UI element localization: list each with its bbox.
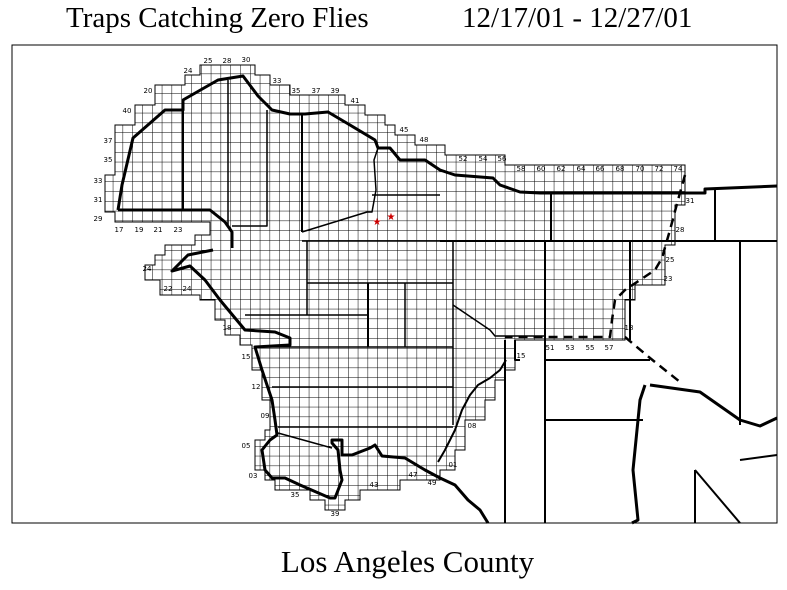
- county-line-dashed: [624, 336, 681, 383]
- grid-label: 28: [223, 57, 232, 65]
- date-range: 12/17/01 - 12/27/01: [462, 2, 693, 34]
- coastline-orange-county: [631, 384, 647, 525]
- grid-label: 40: [123, 107, 132, 115]
- grid-label: 21: [154, 226, 163, 234]
- county-boundary-north: [116, 74, 778, 211]
- grid-label: 58: [517, 165, 526, 173]
- grid-label: 20: [144, 87, 153, 95]
- grid-label: 29: [94, 215, 103, 223]
- grid-label: 39: [331, 87, 340, 95]
- boundary-segment: [694, 469, 741, 524]
- grid-label: 54: [479, 155, 488, 163]
- boundary-segment: [277, 432, 333, 449]
- grid-label: 24: [184, 67, 193, 75]
- grid-label: 18: [625, 324, 634, 332]
- grid-label: 01: [449, 461, 458, 469]
- grid-label: 66: [596, 165, 605, 173]
- grid-label: 28: [676, 226, 685, 234]
- grid-label: 72: [655, 165, 664, 173]
- grid-label: 25: [666, 256, 675, 264]
- grid-label: 60: [537, 165, 546, 173]
- grid-label: 49: [428, 479, 437, 487]
- grid-label: 45: [400, 126, 409, 134]
- grid-label: 33: [273, 77, 282, 85]
- grid-label: 05: [242, 442, 251, 450]
- grid-label: 35: [104, 156, 113, 164]
- grid-label: 18: [223, 324, 232, 332]
- grid-label: 56: [498, 155, 507, 163]
- grid-label: 15: [242, 353, 251, 361]
- grid-label: 70: [636, 165, 645, 173]
- map-title: Traps Catching Zero Flies: [66, 2, 369, 34]
- grid-label: 74: [674, 165, 683, 173]
- grid-label: 43: [370, 481, 379, 489]
- grid-label: 25: [204, 57, 213, 65]
- boundary-segment: [437, 359, 507, 463]
- grid-label: 35: [291, 491, 300, 499]
- grid-label: 33: [94, 177, 103, 185]
- boundary-west: [118, 208, 234, 248]
- coastline-orange-county: [649, 383, 778, 428]
- grid-label: 62: [557, 165, 566, 173]
- grid-label: 15: [517, 352, 526, 360]
- grid-label: 23: [174, 226, 183, 234]
- grid-label: 41: [351, 97, 360, 105]
- boundary-segment: [302, 240, 454, 425]
- grid-label: 47: [409, 471, 418, 479]
- grid-label: 39: [331, 510, 340, 518]
- coastline: [170, 248, 490, 524]
- grid-label: 31: [686, 197, 695, 205]
- grid-label: 12: [252, 383, 261, 391]
- grid-label: 30: [242, 56, 251, 64]
- boundary-segment: [232, 110, 268, 227]
- grid-label: 17: [115, 226, 124, 234]
- grid-labels: 25 28 30 24 20 40 33 35 37 39 41 45 48 5…: [94, 56, 695, 518]
- grid-label: 35: [292, 87, 301, 95]
- grid-label: 48: [420, 136, 429, 144]
- grid-label: 23: [664, 275, 673, 283]
- grid-label: 22: [164, 285, 173, 293]
- grid-label: 52: [459, 155, 468, 163]
- grid-label: 37: [312, 87, 321, 95]
- grid-label: 09: [261, 412, 270, 420]
- red-star-icon: ★: [387, 212, 396, 223]
- grid-label: 68: [616, 165, 625, 173]
- county-name: Los Angeles County: [280, 544, 535, 579]
- county-line-dashed: [505, 174, 687, 339]
- trap-markers: ★ ★: [373, 212, 396, 228]
- grid-label: 19: [135, 226, 144, 234]
- grid-label: 37: [104, 137, 113, 145]
- grid-label: 08: [468, 422, 477, 430]
- grid-label: 57: [605, 344, 614, 352]
- boundary-segment: [301, 147, 379, 233]
- boundaries: [116, 74, 778, 525]
- grid-label: 31: [94, 196, 103, 204]
- grid-label: 24: [143, 265, 152, 273]
- grid-label: 51: [546, 344, 555, 352]
- grid-label: 64: [577, 165, 586, 173]
- grid-label: 53: [566, 344, 575, 352]
- boundary-segment: [739, 454, 778, 461]
- grid-label: 24: [183, 285, 192, 293]
- grid-label: 55: [586, 344, 595, 352]
- boundary-segment: [514, 340, 520, 361]
- red-star-icon: ★: [373, 217, 382, 228]
- grid-label: 03: [249, 472, 258, 480]
